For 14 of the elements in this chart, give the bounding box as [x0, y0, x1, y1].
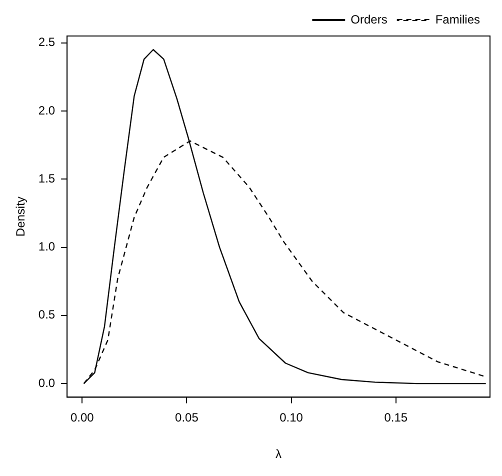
y-tick-label: 1.5	[38, 171, 56, 186]
y-tick-label: 1.0	[38, 240, 56, 254]
x-tick-label: 0.15	[384, 410, 408, 425]
x-tick-label: 0.05	[175, 410, 199, 425]
legend-label: Families	[435, 12, 480, 26]
y-tick-label: 0.5	[38, 308, 56, 322]
legend-label: Orders	[350, 12, 388, 26]
y-tick-label: 0.0	[38, 376, 56, 390]
y-axis-title: Density	[14, 196, 28, 237]
x-tick-label: 0.10	[280, 410, 304, 425]
y-tick-label: 2.0	[38, 103, 56, 118]
x-axis-title: λ	[276, 447, 282, 462]
x-tick-label: 0.00	[70, 410, 94, 425]
y-tick-label: 2.5	[38, 35, 56, 50]
